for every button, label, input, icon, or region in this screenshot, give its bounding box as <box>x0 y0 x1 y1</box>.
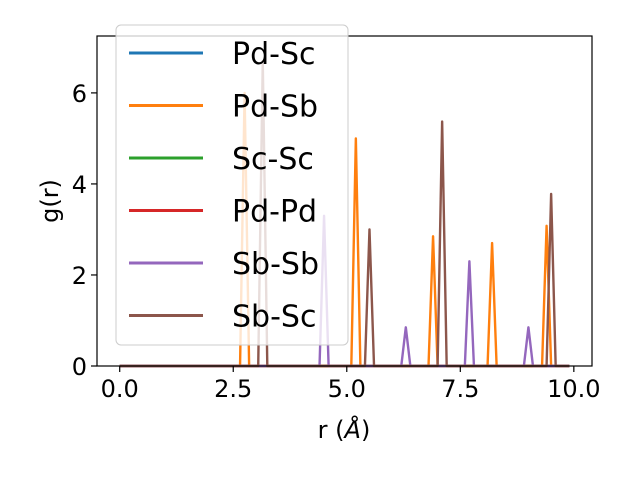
y-tick-label: 0 <box>72 353 87 381</box>
y-tick-label: 4 <box>72 171 87 199</box>
legend-label-sb-sc: Sb-Sc <box>232 300 316 335</box>
x-axis-label: r (Å) <box>318 415 371 444</box>
x-tick-label: 2.5 <box>214 375 252 403</box>
x-tick-label: 10.0 <box>547 375 600 403</box>
x-tick-label: 5.0 <box>328 375 366 403</box>
legend-box <box>115 24 349 346</box>
legend-label-pd-sb: Pd-Sb <box>232 90 318 125</box>
y-tick-label: 6 <box>72 80 87 108</box>
legend-entries: Pd-Sc Pd-Sb Sc-Sc Pd-Pd Sb-Sb Sb-Sc <box>129 37 319 335</box>
x-axis-ticks: 0.0 2.5 5.0 7.5 10.0 <box>101 366 601 403</box>
legend: Pd-Sc Pd-Sb Sc-Sc Pd-Pd Sb-Sb Sb-Sc <box>115 24 349 346</box>
y-axis-ticks: 0 2 4 6 <box>72 80 97 381</box>
x-tick-label: 0.0 <box>101 375 139 403</box>
legend-label-pd-pd: Pd-Pd <box>232 195 317 230</box>
legend-label-sc-sc: Sc-Sc <box>232 142 314 177</box>
y-tick-label: 2 <box>72 262 87 290</box>
x-tick-label: 7.5 <box>441 375 479 403</box>
legend-label-pd-sc: Pd-Sc <box>232 37 316 72</box>
y-axis-label: g(r) <box>36 179 64 223</box>
legend-label-sb-sb: Sb-Sb <box>232 247 319 282</box>
